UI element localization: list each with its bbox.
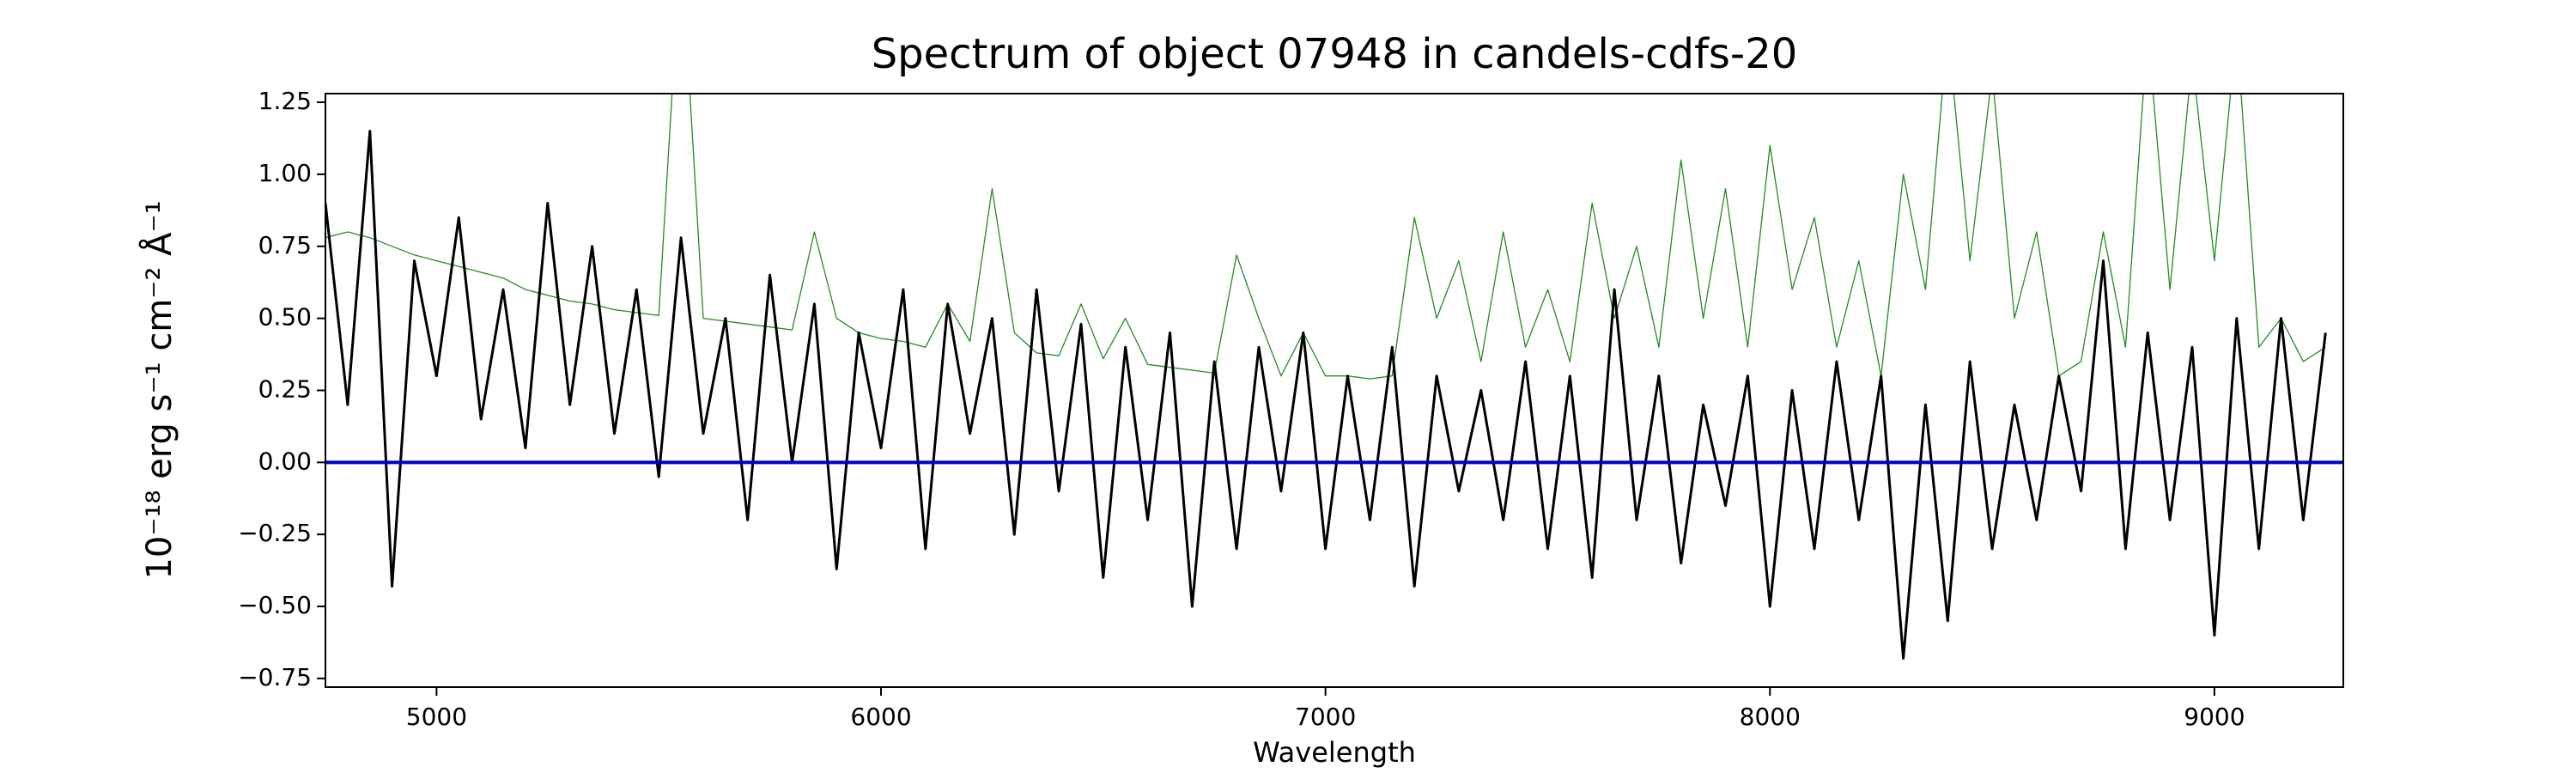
y-axis-label: 10⁻¹⁸ erg s⁻¹ cm⁻² Å⁻¹	[138, 200, 179, 579]
y-tick-label: 0.25	[258, 375, 312, 404]
spectrum-line	[325, 130, 2327, 660]
x-tick-label: 8000	[1740, 703, 1801, 731]
x-tick-label: 5000	[406, 703, 467, 731]
y-tick-label: 0.00	[258, 447, 312, 475]
y-tick-label: 0.50	[258, 303, 312, 332]
y-tick-label: 1.25	[258, 87, 312, 115]
x-tick-label: 9000	[2184, 703, 2245, 731]
y-tick-label: 1.00	[258, 159, 312, 187]
y-tick-label: 0.75	[258, 231, 312, 259]
x-tick-label: 6000	[850, 703, 911, 731]
x-axis-label: Wavelength	[1253, 736, 1416, 769]
x-tick-label: 7000	[1295, 703, 1356, 731]
y-tick-label: −0.75	[238, 663, 312, 691]
spectrum-line	[325, 94, 2326, 380]
chart-title: Spectrum of object 07948 in candels-cdfs…	[872, 30, 1798, 78]
y-tick-label: −0.25	[238, 519, 312, 547]
y-tick-label: −0.50	[238, 591, 312, 619]
plot-area	[325, 94, 2343, 660]
